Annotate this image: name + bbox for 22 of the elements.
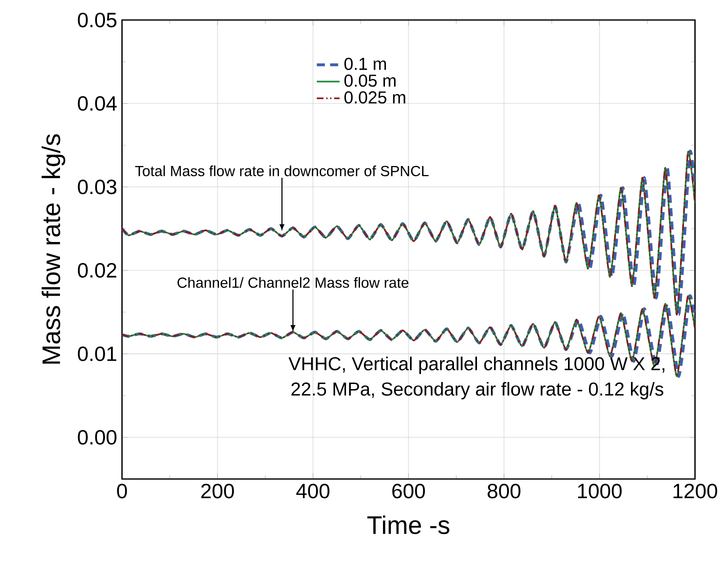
- y-tick-label: 0.00: [78, 430, 116, 445]
- annotation: 22.5 MPa, Secondary air flow rate - 0.12 kg/s: [291, 382, 664, 400]
- x-tick-label: 1000: [578, 484, 622, 498]
- x-tick-label: 0: [117, 484, 127, 498]
- y-tick-label: 0.02: [78, 263, 116, 278]
- y-tick-label: 0.05: [78, 12, 116, 28]
- x-tick-label: 200: [201, 484, 234, 498]
- annotation: VHHC, Vertical parallel channels 1000 W X 2,: [288, 356, 664, 374]
- y-tick-label: 0.01: [78, 346, 116, 362]
- annotation: Total Mass flow rate in downcomer of SPNCL: [135, 165, 429, 176]
- y-tick-label: 0.04: [78, 96, 117, 111]
- x-tick-label: 800: [488, 484, 520, 498]
- x-tick-label: 1200: [674, 484, 718, 498]
- y-tick-label: 0.03: [78, 180, 116, 194]
- legend-label: 0.025 m: [344, 91, 406, 104]
- y-axis-title: Mass flow rate - kg/s: [42, 134, 66, 364]
- x-axis-title: Time -s: [367, 515, 450, 534]
- legend-label: 0.05 m: [344, 74, 396, 87]
- x-tick-label: 400: [296, 484, 330, 498]
- annotation: Channel1/ Channel2 Mass flow rate: [178, 277, 408, 288]
- legend-label: 0.1 m: [344, 58, 386, 70]
- x-tick-label: 600: [392, 484, 425, 498]
